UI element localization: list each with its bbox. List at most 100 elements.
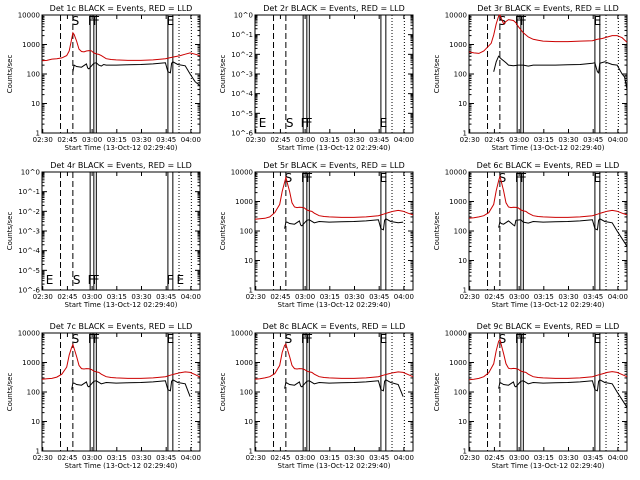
events-series-line [71, 379, 191, 397]
y-tick-label: 1000 [235, 198, 253, 206]
y-tick-label: 10^-1 [231, 31, 253, 39]
events-series-line [498, 218, 628, 247]
chart-title: Det 1c BLACK = Events, RED = LLD [50, 4, 193, 13]
y-tick-label: 10000 [231, 330, 253, 338]
x-tick-label: 02:45 [270, 454, 290, 462]
y-tick-label: 10000 [445, 169, 467, 177]
event-marker-label: E [259, 116, 267, 130]
chart-panel: Det 1c BLACK = Events, RED = LLD 02:30 02:… [6, 4, 201, 152]
y-axis-label: Counts/sec [433, 373, 441, 412]
chart-panel: Det 2r BLACK = Events, RED = LLD 02:30 02:… [219, 4, 414, 152]
x-tick-label: 03:30 [558, 293, 578, 301]
x-tick-label: 03:00 [82, 293, 102, 301]
x-tick-label: 03:15 [320, 293, 340, 301]
x-tick-label: 03:45 [156, 136, 176, 144]
y-tick-label: 100 [240, 389, 253, 397]
x-axis-label: Start Time (13-Oct-12 02:29:40) [278, 462, 391, 470]
x-tick-label: 03:15 [534, 454, 554, 462]
y-tick-label: 1 [463, 287, 467, 295]
x-tick-label: 02:30 [246, 293, 266, 301]
events-series-line [72, 61, 201, 87]
x-tick-label: 03:45 [369, 136, 389, 144]
x-tick-label: 03:45 [369, 454, 389, 462]
lld-series-line [468, 14, 628, 54]
event-marker-label: E [167, 332, 175, 346]
y-tick-label: 1000 [449, 198, 467, 206]
event-marker-label: E [177, 273, 185, 287]
y-tick-label: 10 [31, 418, 40, 426]
x-tick-label: 03:30 [344, 454, 364, 462]
x-axis-label: Start Time (13-Oct-12 02:29:40) [278, 144, 391, 152]
x-tick-label: 04:00 [394, 293, 414, 301]
lld-series-line [41, 31, 201, 62]
x-tick-label: 02:30 [246, 136, 266, 144]
x-tick-label: 02:30 [33, 293, 53, 301]
x-axis-label: Start Time (13-Oct-12 02:29:40) [65, 301, 178, 309]
plot-frame [468, 332, 628, 452]
x-tick-label: 03:30 [558, 136, 578, 144]
x-tick-label: 03:00 [82, 136, 102, 144]
y-tick-label: 100 [454, 228, 467, 236]
event-marker-label: S [72, 14, 80, 28]
y-tick-label: 1000 [449, 41, 467, 49]
y-tick-label: 10^-2 [231, 51, 253, 59]
events-series-line [284, 218, 404, 231]
x-tick-label: 03:30 [344, 136, 364, 144]
event-marker-label: F [88, 273, 95, 287]
chart-title: Det 7c BLACK = Events, RED = LLD [50, 322, 193, 331]
y-tick-label: 100 [27, 389, 40, 397]
event-marker-label: S [285, 332, 293, 346]
x-tick-label: 04:00 [181, 136, 201, 144]
x-tick-label: 02:45 [57, 454, 77, 462]
lld-series-line [254, 175, 414, 220]
event-marker-label: S [72, 332, 80, 346]
event-marker-label: E [594, 14, 602, 28]
x-tick-label: 03:45 [583, 454, 603, 462]
x-tick-label: 03:15 [534, 136, 554, 144]
y-tick-label: 10000 [445, 12, 467, 20]
y-tick-label: 10 [244, 418, 253, 426]
chart-panel: Det 5r BLACK = Events, RED = LLD 02:30 02:… [219, 161, 414, 309]
event-marker-label: E [380, 171, 388, 185]
y-tick-label: 10^-1 [18, 188, 40, 196]
event-marker-label: E [46, 273, 54, 287]
y-tick-label: 10000 [18, 12, 40, 20]
x-tick-label: 03:45 [156, 293, 176, 301]
x-tick-label: 03:15 [320, 136, 340, 144]
events-series-line [493, 55, 628, 90]
x-axis-label: Start Time (13-Oct-12 02:29:40) [492, 144, 605, 152]
event-marker-label: F [520, 332, 527, 346]
plot-frame [254, 171, 414, 291]
lld-series-line [468, 338, 628, 381]
y-tick-label: 1000 [235, 359, 253, 367]
chart-title: Det 2r BLACK = Events, RED = LLD [263, 4, 405, 13]
event-marker-label: F [306, 116, 313, 130]
y-tick-label: 10^-6 [231, 130, 253, 138]
x-tick-label: 04:00 [608, 454, 628, 462]
y-tick-label: 1000 [449, 359, 467, 367]
y-axis-label: Counts/sec [433, 212, 441, 251]
event-marker-label: F [93, 273, 100, 287]
x-tick-label: 02:45 [270, 136, 290, 144]
x-tick-label: 03:15 [107, 293, 127, 301]
y-tick-label: 1 [249, 287, 253, 295]
x-tick-label: 03:30 [558, 454, 578, 462]
plot-frame [254, 332, 414, 452]
event-marker-label: F [88, 332, 95, 346]
x-tick-label: 03:00 [82, 454, 102, 462]
x-tick-label: 03:00 [509, 293, 529, 301]
x-tick-label: 02:45 [57, 136, 77, 144]
event-marker-label: F [301, 116, 308, 130]
y-tick-label: 10^0 [234, 12, 253, 20]
y-tick-label: 10^0 [21, 169, 40, 177]
plot-frame [254, 14, 414, 134]
plot-frame [41, 332, 201, 452]
y-tick-label: 10000 [18, 330, 40, 338]
y-tick-label: 10 [244, 257, 253, 265]
event-marker-label: S [499, 332, 507, 346]
y-tick-label: 1 [463, 130, 467, 138]
x-tick-label: 02:45 [270, 293, 290, 301]
x-tick-label: 04:00 [181, 293, 201, 301]
y-tick-label: 10000 [445, 330, 467, 338]
